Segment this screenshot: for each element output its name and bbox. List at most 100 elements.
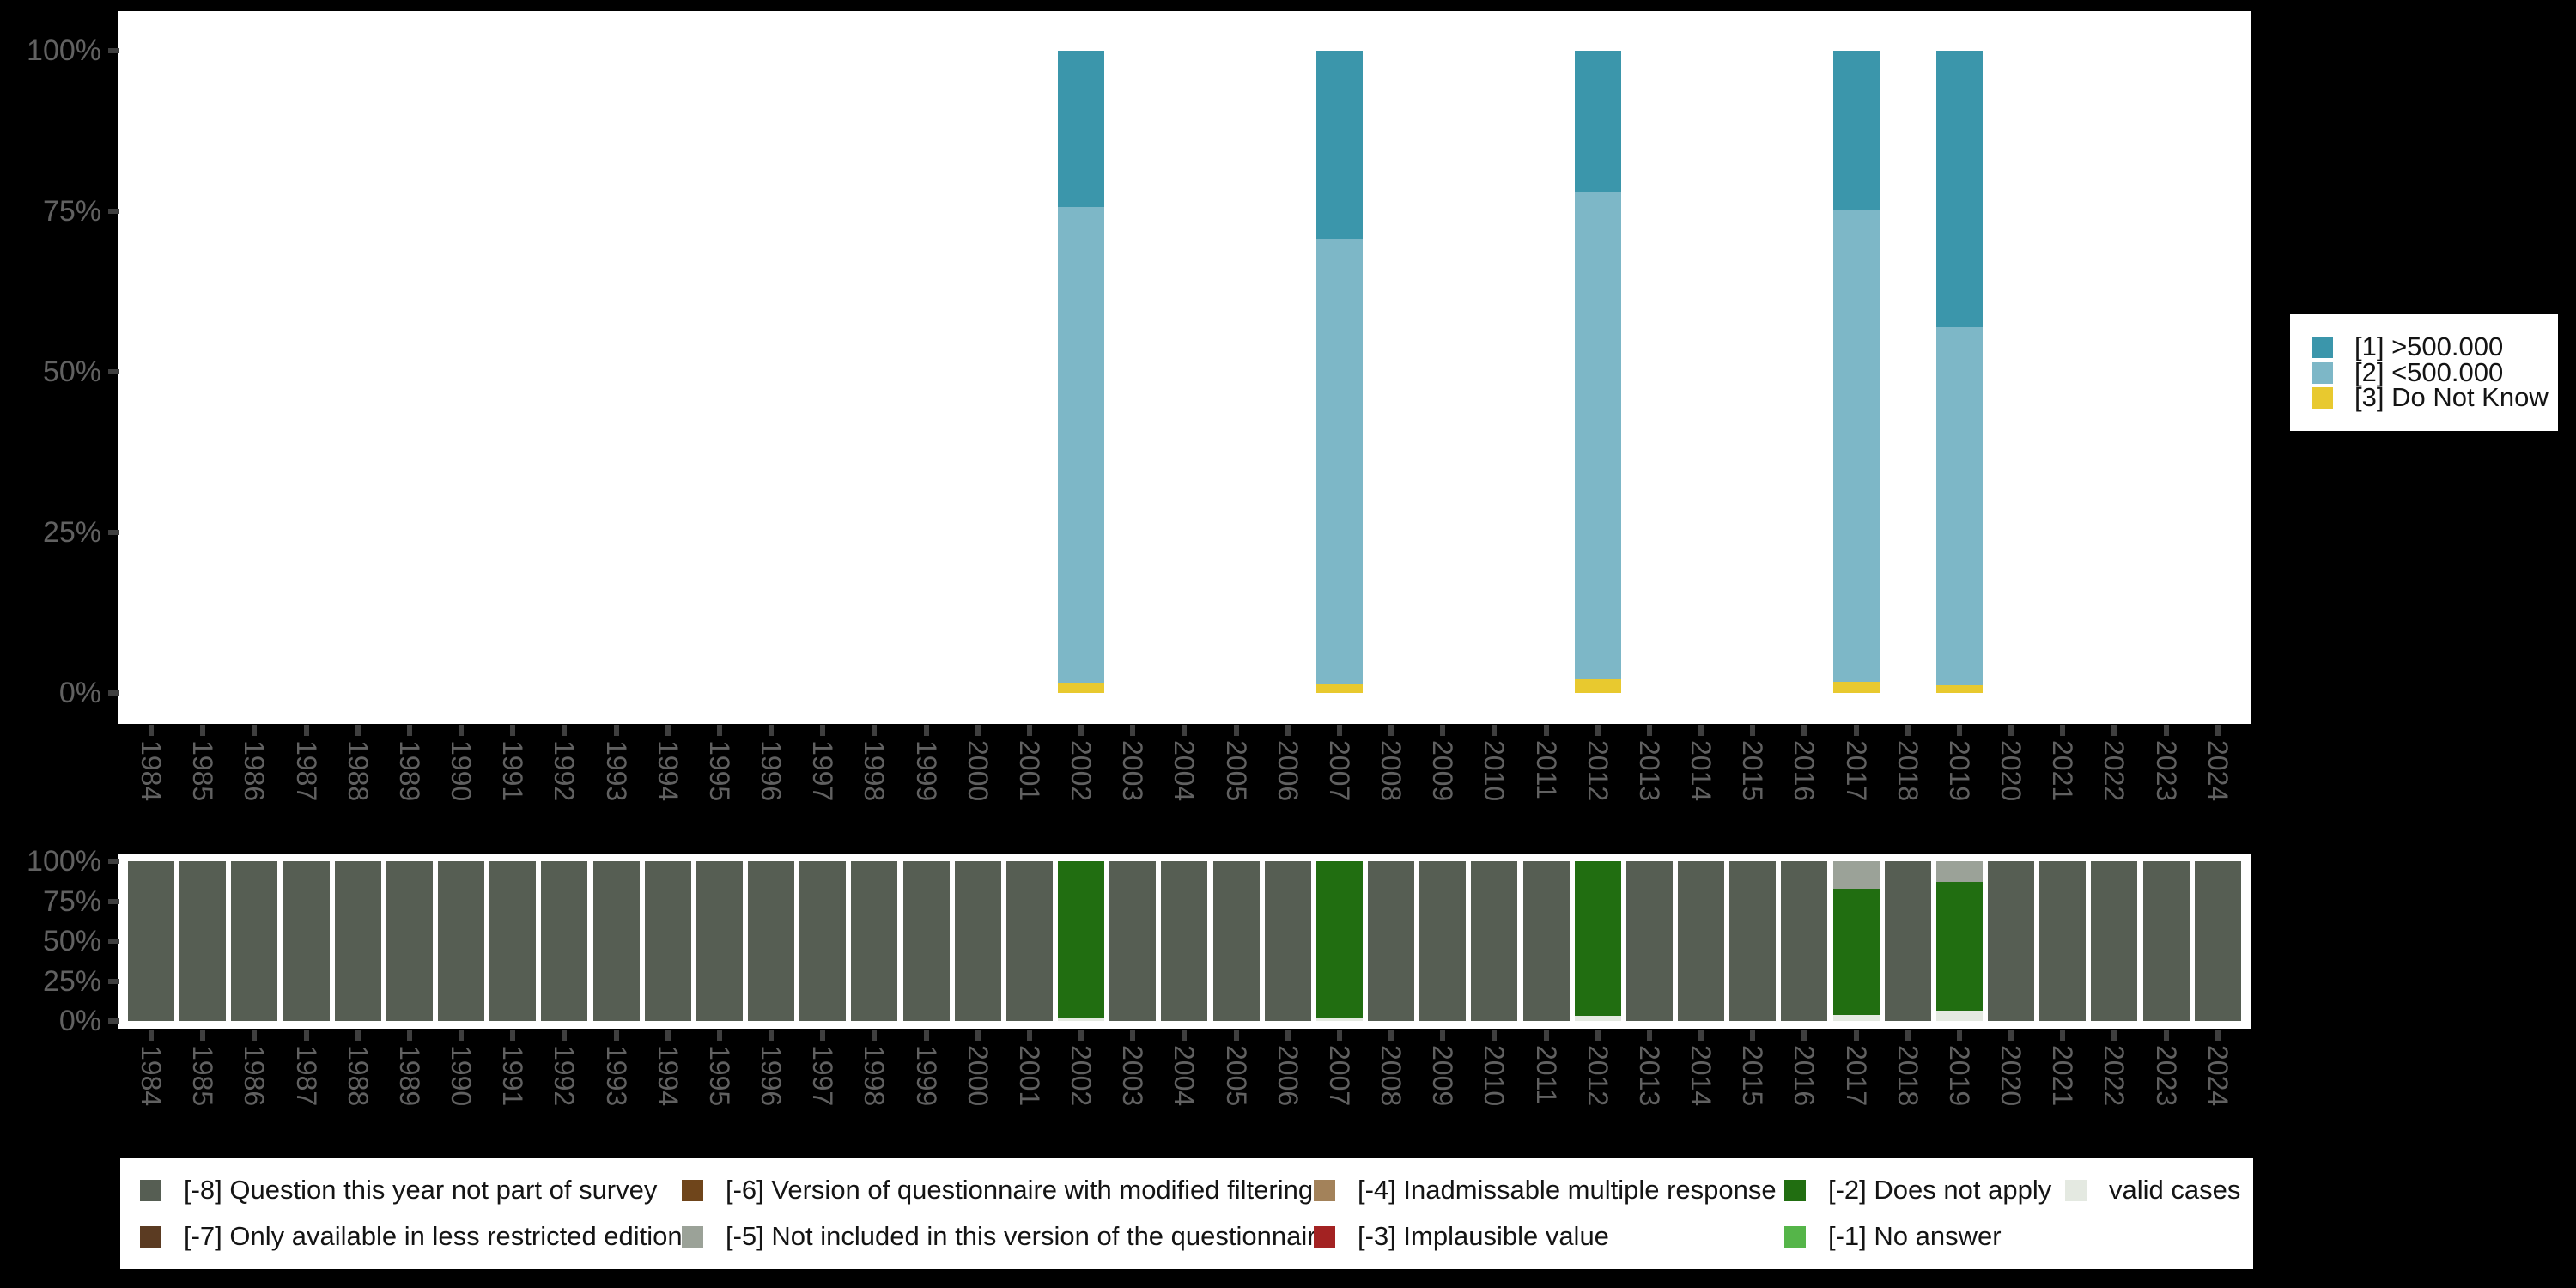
bar-segment [1522,861,1570,1021]
x-axis-tick-label: 1989 [393,1045,425,1107]
bar-segment [1832,51,1880,210]
missing-values-legend: [-8] Question this year not part of surv… [120,1158,2253,1269]
bar-segment [1678,861,1725,1021]
x-axis-tick-label: 2008 [1376,740,1407,802]
x-axis-tick-label: 2011 [1530,1045,1562,1104]
x-axis-tick-label: 2003 [1117,740,1149,802]
x-axis-tick-label: 2001 [1013,740,1045,802]
x-axis-tick-label: 1996 [756,740,787,802]
x-tick-mark [820,725,826,736]
x-tick-mark [2215,1030,2221,1041]
bar-segment [1935,51,1983,327]
x-tick-mark [355,725,361,736]
legend-swatch-icon [2312,361,2333,384]
x-tick-mark [2215,725,2221,736]
x-axis-tick-label: 1998 [859,1045,890,1107]
x-tick-mark [613,1030,619,1041]
x-tick-mark [1646,725,1652,736]
x-axis-tick-label: 1987 [290,740,322,802]
bar-1985 [179,854,227,1029]
y-tick-mark [108,530,119,535]
x-axis-tick-label: 2000 [962,740,993,802]
x-axis-tick-label: 1999 [910,740,942,802]
x-tick-mark [975,725,981,736]
y-tick-mark [108,898,119,904]
bar-segment [1832,682,1880,693]
x-tick-mark [355,1030,361,1041]
legend-label: [-1] No answer [1828,1221,2002,1251]
x-axis-tick-label: 2002 [1066,740,1097,802]
bar-segment [592,861,640,1021]
bar-segment [438,861,485,1021]
bar-segment [1832,861,1880,889]
y-axis-tick-label: 0% [58,1005,101,1037]
bar-segment [851,861,898,1021]
x-axis-tick-label: 2007 [1323,740,1355,802]
x-axis-tick-label: 1996 [756,1045,787,1107]
y-axis-tick-label: 25% [42,516,101,549]
x-axis-tick-label: 1994 [652,740,683,802]
answers-legend: [1] >500.000 [2] <500.000 [3] Do Not Know [2290,314,2558,431]
x-tick-mark [1905,725,1911,736]
bar-segment [1419,861,1467,1021]
x-tick-mark [769,1030,775,1041]
bar-2009 [1419,854,1467,1029]
x-axis-tick-label: 2005 [1220,1045,1252,1107]
bar-2018 [1884,854,1931,1029]
x-tick-mark [149,725,154,736]
x-tick-mark [1905,1030,1911,1041]
x-tick-mark [1853,1030,1859,1041]
bar-segment [1109,861,1157,1021]
x-tick-mark [1130,1030,1136,1041]
legend-swatch-icon [140,1226,161,1248]
legend-label: valid cases [2109,1175,2241,1205]
x-tick-mark [303,1030,309,1041]
y-axis-tick-label: 75% [42,195,101,228]
x-axis-tick-label: 2003 [1117,1045,1149,1107]
x-axis-tick-label: 2009 [1427,740,1459,802]
x-axis-tick-label: 1999 [910,1045,942,1107]
x-axis-tick-label: 2004 [1169,740,1200,802]
bar-segment [1574,191,1621,679]
legend-label: [2] <500.000 [2354,356,2504,387]
bar-1999 [902,854,950,1029]
x-axis-tick-label: 2013 [1633,1045,1665,1107]
x-tick-mark [975,1030,981,1041]
bar-1994 [644,854,691,1029]
bar-segment [799,861,847,1021]
x-tick-mark [510,1030,516,1041]
bar-segment [1574,51,1621,192]
x-axis-tick-label: 2007 [1323,1045,1355,1107]
bar-segment [231,861,278,1021]
x-tick-mark [1698,725,1704,736]
bar-2019 [1935,11,1983,724]
bar-segment [1884,861,1931,1021]
bar-1997 [799,854,847,1029]
bar-segment [1988,861,2035,1021]
bar-segment [1832,1014,1880,1021]
x-tick-mark [1182,725,1188,736]
legend-label: [-4] Inadmissable multiple response [1358,1175,1777,1205]
x-tick-mark [613,725,619,736]
x-axis-tick-label: 1993 [600,740,632,802]
bar-2012 [1574,11,1621,724]
bar-1984 [128,854,174,1029]
x-axis-tick-label: 1984 [136,740,167,802]
x-tick-mark [200,1030,206,1041]
bar-segment [541,861,588,1021]
x-axis-tick-label: 1989 [393,740,425,802]
x-axis-tick-label: 2011 [1530,740,1562,799]
bar-2020 [1988,854,2035,1029]
legend-swatch-icon [1784,1226,1806,1248]
legend-swatch-icon [2312,387,2333,409]
x-tick-mark [1440,725,1446,736]
x-axis-tick-label: 2024 [2202,1045,2233,1107]
x-axis-tick-label: 1995 [703,1045,735,1107]
x-axis-tick-label: 1993 [600,1045,632,1107]
bar-segment [1935,685,1983,693]
bar-2012 [1574,854,1621,1029]
bar-segment [1058,206,1105,683]
x-tick-mark [1750,725,1756,736]
y-axis-tick-label: 100% [27,845,101,878]
bar-segment [1212,861,1260,1021]
